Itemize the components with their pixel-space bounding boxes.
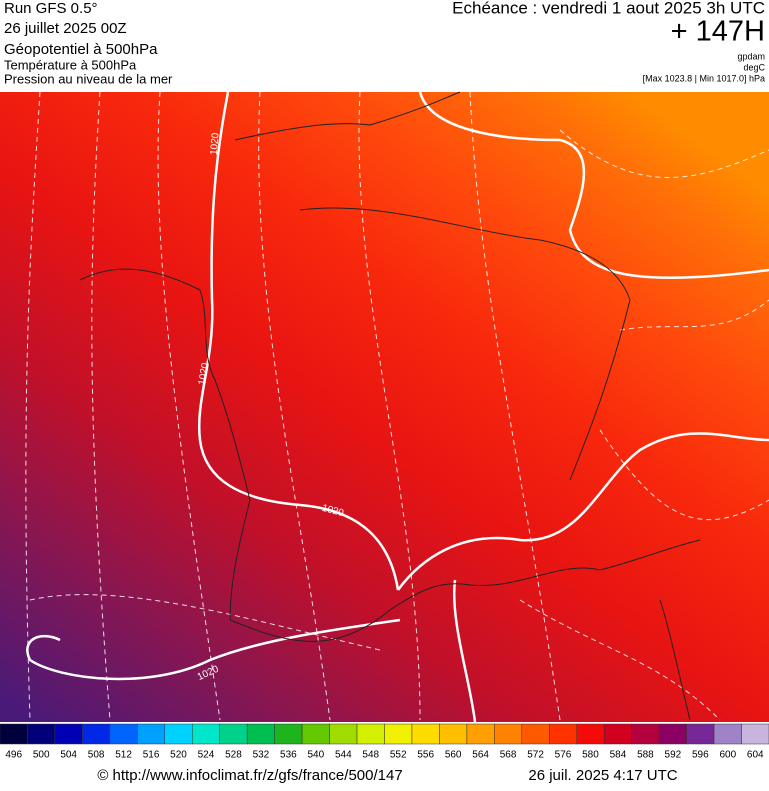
scale-label: 504 — [60, 750, 77, 761]
unit-gpdam: gpdam — [737, 51, 765, 61]
scale-label: 520 — [170, 750, 187, 761]
scale-label: 592 — [665, 750, 682, 761]
scale-label: 532 — [253, 750, 270, 761]
scale-label: 552 — [390, 750, 407, 761]
scale-swatch — [631, 723, 660, 745]
scale-label: 584 — [610, 750, 627, 761]
scale-label: 576 — [555, 750, 572, 761]
scale-swatch — [603, 723, 632, 745]
lead-time: + 147H — [671, 16, 765, 48]
scale-swatch — [741, 723, 769, 745]
scale-swatch — [109, 723, 138, 745]
isobar-label: 1020 — [209, 132, 222, 156]
run-date: 26 juillet 2025 00Z — [4, 20, 127, 37]
scale-label: 580 — [582, 750, 599, 761]
scale-label: 516 — [143, 750, 160, 761]
scale-label: 572 — [527, 750, 544, 761]
coastlines — [79, 91, 701, 721]
scale-label: 508 — [88, 750, 105, 761]
pressure-name: Pression au niveau de la mer — [4, 71, 173, 86]
scale-swatch — [274, 723, 303, 745]
scale-label: 596 — [692, 750, 709, 761]
scale-swatch — [54, 723, 83, 745]
temperature-field — [0, 92, 769, 722]
isobar-label: 1020 — [197, 362, 212, 386]
scale-label: 524 — [198, 750, 215, 761]
scale-swatch — [411, 723, 440, 745]
scale-swatch — [713, 723, 742, 745]
scale-swatch — [494, 723, 523, 745]
scale-label: 600 — [719, 750, 736, 761]
scale-swatch — [27, 723, 56, 745]
scale-label: 560 — [445, 750, 462, 761]
scale-swatch — [301, 723, 330, 745]
scale-swatch — [219, 723, 248, 745]
scale-label: 604 — [747, 750, 764, 761]
scale-label: 568 — [500, 750, 517, 761]
scale-swatch — [576, 723, 605, 745]
temp-name: Température à 500hPa — [4, 57, 137, 72]
run-title: Run GFS 0.5° — [4, 0, 98, 17]
scale-label: 500 — [33, 750, 50, 761]
scale-label: 544 — [335, 750, 352, 761]
unit-degc: degC — [743, 62, 765, 72]
scale-swatch — [356, 723, 385, 745]
scale-label: 564 — [472, 750, 489, 761]
scale-label: 556 — [417, 750, 434, 761]
scale-label: 528 — [225, 750, 242, 761]
scale-swatch — [0, 723, 28, 745]
scale-swatch — [658, 723, 687, 745]
scale-swatch — [82, 723, 111, 745]
timestamp: 26 juil. 2025 4:17 UTC — [528, 767, 677, 784]
scale-swatch — [439, 723, 468, 745]
field-name: Géopotentiel à 500hPa — [4, 41, 158, 58]
scale-label: 540 — [307, 750, 324, 761]
scale-label: 588 — [637, 750, 654, 761]
scale-swatch — [549, 723, 577, 745]
scale-label: 512 — [115, 750, 132, 761]
scale-swatch — [521, 723, 550, 745]
source-url: © http://www.infoclimat.fr/z/gfs/france/… — [97, 767, 402, 784]
scale-label: 496 — [5, 750, 22, 761]
scale-swatch — [164, 723, 193, 745]
scale-swatch — [686, 723, 715, 745]
color-scale: 496 500 504 508 512 516 520 524 528 532 536 540 544 5… — [0, 723, 769, 761]
scale-label: 536 — [280, 750, 297, 761]
scale-swatch — [466, 723, 495, 745]
scale-swatch — [384, 723, 413, 745]
pressure-range: [Max 1023.8 | Min 1017.0] hPa — [643, 73, 765, 83]
temperature-contours — [25, 91, 769, 721]
scale-swatch — [137, 723, 166, 745]
scale-swatch — [192, 723, 220, 745]
isobars — [26, 91, 769, 723]
scale-swatch — [329, 723, 358, 745]
echeance: Echéance : vendredi 1 aout 2025 3h UTC — [452, 0, 765, 17]
scale-swatch — [246, 723, 275, 745]
scale-label: 548 — [362, 750, 379, 761]
map: 1020 1020 1020 1020 — [0, 91, 769, 723]
